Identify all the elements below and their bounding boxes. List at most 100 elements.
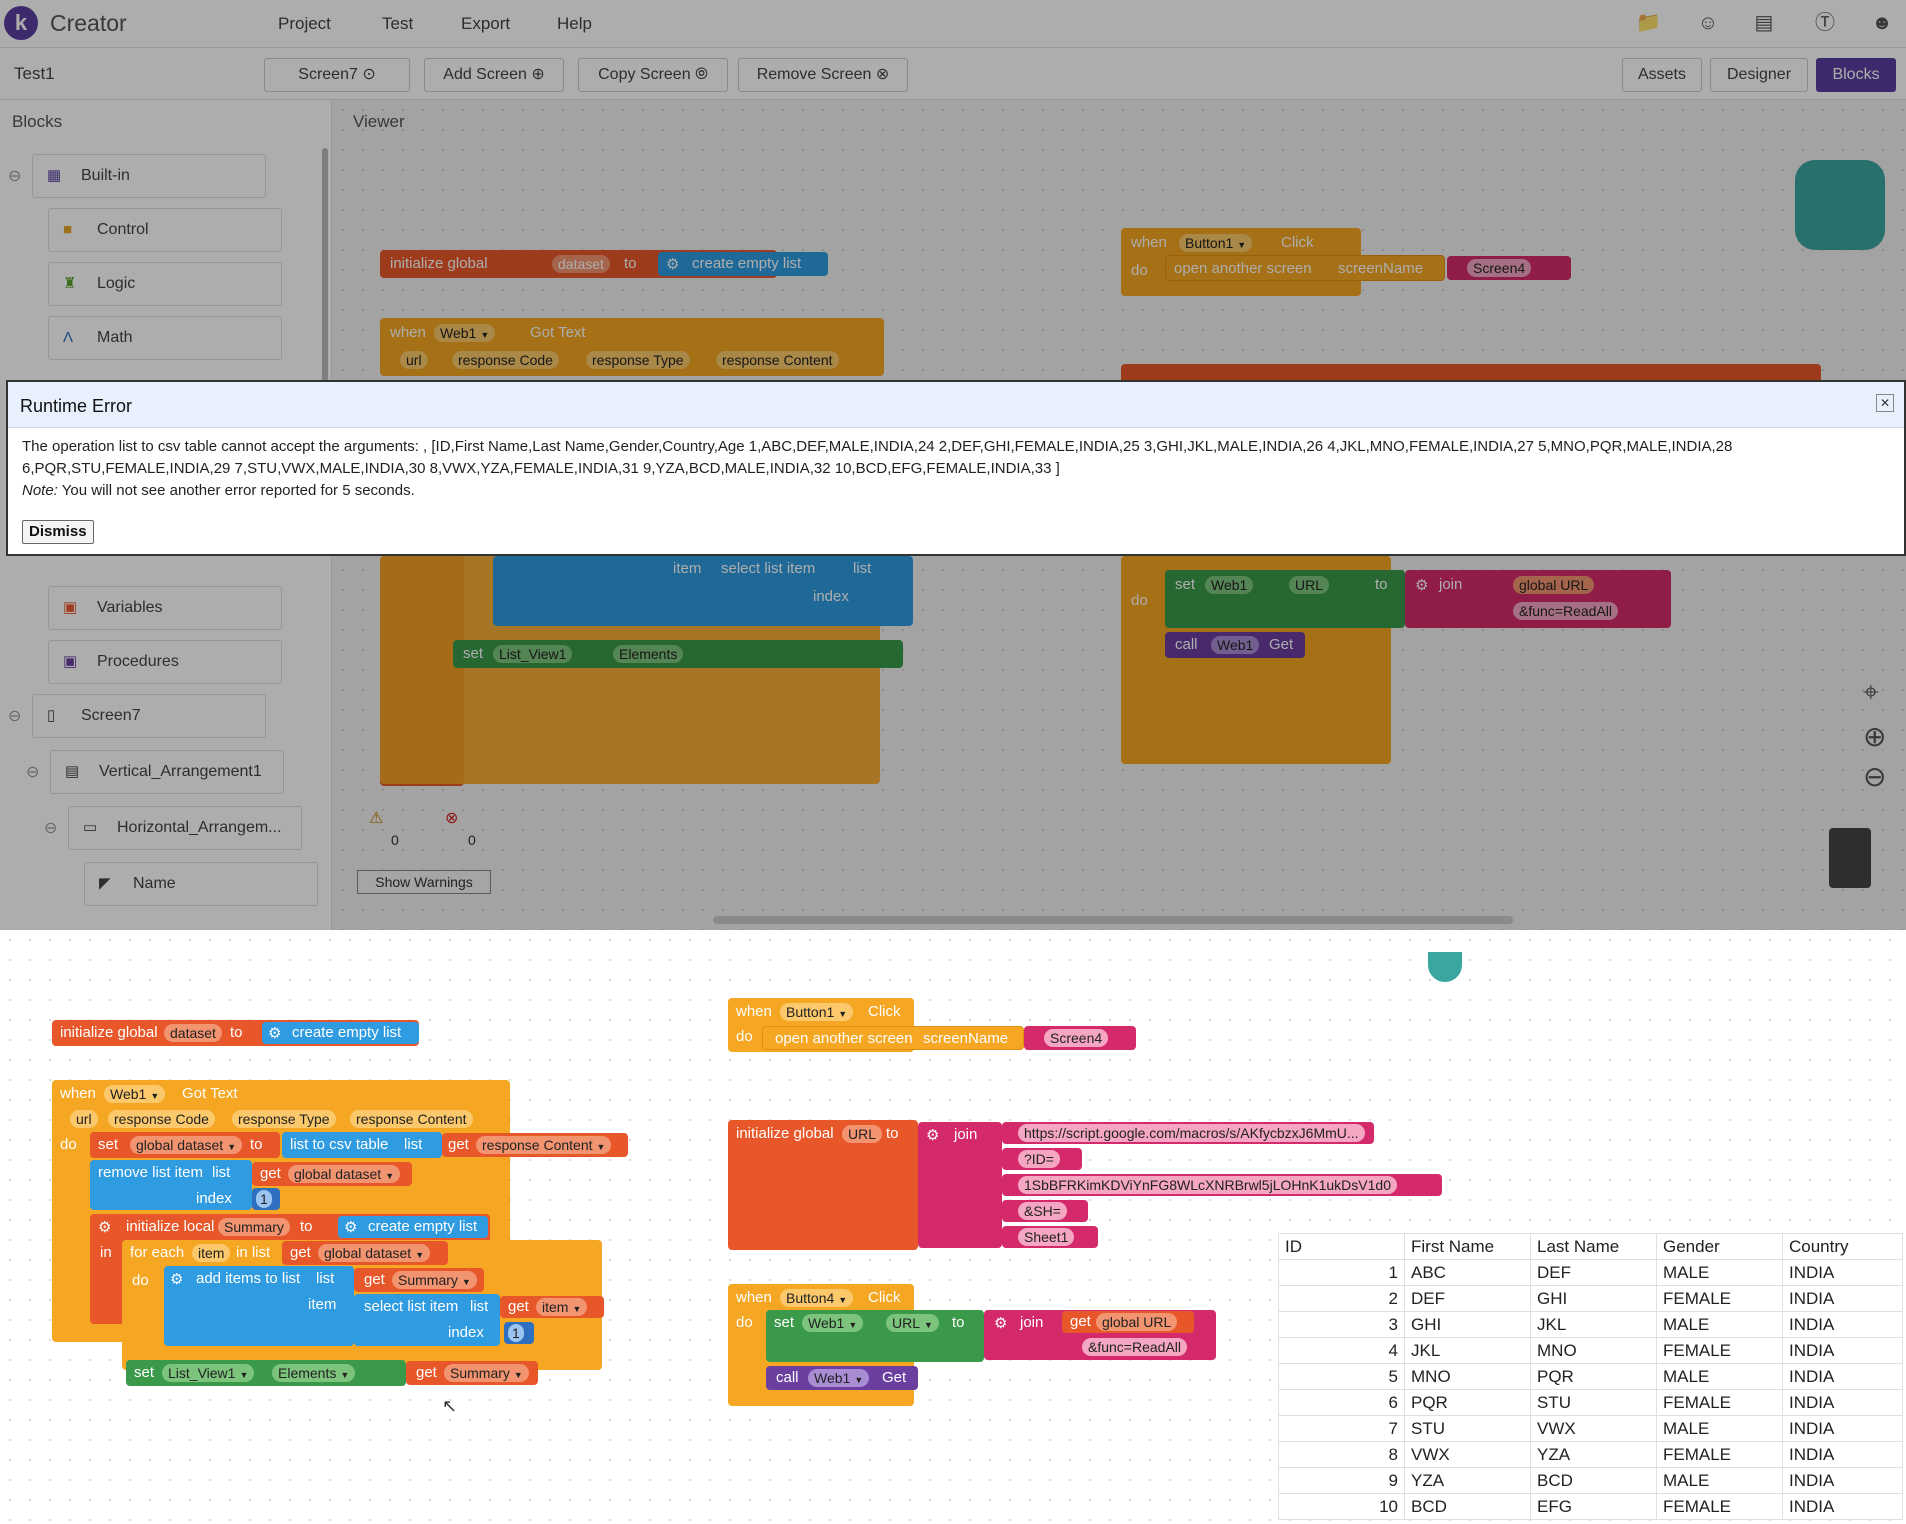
text-field[interactable]: &SH= xyxy=(1018,1202,1067,1220)
collapse-toggle[interactable]: ⊖ xyxy=(44,820,58,837)
panel-scrollbar[interactable] xyxy=(322,148,328,478)
close-icon[interactable]: ✕ xyxy=(1876,394,1894,412)
text-field[interactable]: 1SbBFRKimKDViYnFG8WLcXNRBrwl5jLOHnK1ukDs… xyxy=(1018,1176,1397,1194)
global-url-dropdown[interactable]: global URL xyxy=(1096,1313,1178,1331)
zoom-in-icon[interactable]: ⊕ xyxy=(1863,721,1887,752)
param-response-code[interactable]: response Code xyxy=(108,1110,215,1128)
url-part-block[interactable]: ?ID= xyxy=(1002,1148,1082,1170)
summary-field[interactable]: Summary xyxy=(218,1218,290,1236)
web1-dropdown[interactable]: Web1 ▼ xyxy=(434,324,496,342)
item-dropdown[interactable]: item ▼ xyxy=(536,1298,588,1316)
open-screen-block[interactable]: open another screen screenName xyxy=(1165,255,1445,281)
init-dataset-block[interactable]: initialize global dataset to ⚙ create emp… xyxy=(380,250,828,278)
url-dropdown[interactable]: URL ▼ xyxy=(886,1314,939,1332)
text-field[interactable]: Sheet1 xyxy=(1018,1228,1075,1246)
screen-select[interactable]: Screen7 ⊙ xyxy=(264,58,410,92)
button4-dropdown[interactable]: Button4 ▼ xyxy=(780,1289,854,1307)
tree-logic[interactable]: ♜ Logic xyxy=(48,262,282,306)
call-web1-get-block[interactable]: call Web1 Get xyxy=(1165,632,1305,658)
response-dropdown[interactable]: response Content ▼ xyxy=(476,1136,612,1154)
create-empty-list-block[interactable]: ⚙ create empty list xyxy=(658,252,828,276)
set-url-block[interactable]: set Web1 URL to xyxy=(1165,570,1405,628)
tree-procedures[interactable]: ▣ Procedures xyxy=(48,640,282,684)
web1-dropdown[interactable]: Web1 ▼ xyxy=(808,1369,870,1387)
designer-button[interactable]: Designer xyxy=(1710,58,1808,92)
param-response-type[interactable]: response Type xyxy=(586,351,690,369)
url-part-block[interactable]: Sheet1 xyxy=(1002,1226,1098,1248)
menu-project[interactable]: Project xyxy=(278,14,331,33)
join-block[interactable]: ⚙ join global URL &func=ReadAll xyxy=(1405,570,1671,628)
copy-screen-button[interactable]: Copy Screen ⦾ xyxy=(578,58,728,92)
text-field[interactable]: ?ID= xyxy=(1018,1150,1060,1168)
join-block[interactable]: ⚙ join get global URL &func=ReadAll xyxy=(984,1310,1216,1360)
summary-dropdown[interactable]: Summary ▼ xyxy=(392,1271,477,1289)
button1-dropdown[interactable]: Button1 ▼ xyxy=(780,1003,854,1021)
create-empty-list-block[interactable]: ⚙ create empty list xyxy=(262,1022,419,1044)
remove-screen-button[interactable]: Remove Screen ⊗ xyxy=(738,58,908,92)
number-block[interactable]: 1 xyxy=(504,1322,534,1344)
viewer-scrollbar[interactable] xyxy=(713,916,1513,924)
web1-dropdown[interactable]: Web1 xyxy=(1205,576,1254,594)
blocks-button[interactable]: Blocks xyxy=(1816,58,1896,92)
text-field[interactable]: &func=ReadAll xyxy=(1513,602,1619,620)
get-response-content-block[interactable]: get response Content ▼ xyxy=(442,1133,628,1157)
gear-icon[interactable]: ⚙ xyxy=(1415,577,1429,594)
param-url[interactable]: url xyxy=(400,351,428,369)
listview-dropdown[interactable]: List_View1 xyxy=(493,645,573,663)
set-dataset-block[interactable]: set global dataset ▼ to xyxy=(90,1132,280,1158)
backpack-icon[interactable] xyxy=(1795,160,1885,250)
account-icon[interactable]: ☻ xyxy=(1871,12,1893,34)
param-response-type[interactable]: response Type xyxy=(232,1110,336,1128)
get-summary-block[interactable]: get Summary ▼ xyxy=(354,1268,484,1292)
remove-list-item-block[interactable]: remove list item list index xyxy=(90,1160,252,1210)
screen4-text-block[interactable]: Screen4 xyxy=(1024,1026,1136,1050)
set-listview-block[interactable]: set List_View1 Elements xyxy=(453,640,903,668)
tree-control[interactable]: ■ Control xyxy=(48,208,282,252)
assets-button[interactable]: Assets xyxy=(1622,58,1702,92)
number-field[interactable]: 1 xyxy=(256,1190,272,1208)
tree-name[interactable]: ◤ Name xyxy=(84,862,318,906)
item-field[interactable]: item xyxy=(192,1244,231,1262)
param-response-content[interactable]: response Content xyxy=(350,1110,473,1128)
param-response-content[interactable]: response Content xyxy=(716,351,839,369)
collapse-toggle[interactable]: ⊖ xyxy=(26,764,40,781)
text-field[interactable]: Screen4 xyxy=(1044,1029,1109,1047)
param-url[interactable]: url xyxy=(70,1110,98,1128)
dataset-dropdown[interactable]: global dataset ▼ xyxy=(288,1165,401,1183)
call-web1-get-block[interactable]: call Web1 ▼ Get xyxy=(766,1366,918,1390)
block-field[interactable]: dataset xyxy=(164,1024,222,1042)
web1-dropdown[interactable]: Web1 xyxy=(1211,636,1260,654)
init-url-block[interactable]: initialize global URL to xyxy=(728,1120,918,1250)
open-screen-block[interactable]: open another screen screenName xyxy=(762,1026,1024,1050)
recenter-icon[interactable]: ⌖ xyxy=(1863,676,1879,707)
trash-icon[interactable] xyxy=(1829,828,1871,888)
url-part-block[interactable]: https://script.google.com/macros/s/AKfyc… xyxy=(1002,1122,1374,1144)
dataset-dropdown[interactable]: global dataset ▼ xyxy=(130,1136,243,1154)
create-empty-list-block[interactable]: ⚙ create empty list xyxy=(338,1216,488,1238)
add-items-partial[interactable]: item select list item list index xyxy=(493,556,913,626)
url-dropdown[interactable]: URL xyxy=(1289,576,1330,594)
listview-dropdown[interactable]: List_View1 ▼ xyxy=(162,1364,255,1382)
tree-vertical-arrangement[interactable]: ▤ Vertical_Arrangement1 xyxy=(50,750,284,794)
tree-built-in[interactable]: ▦ Built-in xyxy=(32,154,266,198)
get-global-url[interactable]: global URL xyxy=(1513,576,1595,594)
web1-dropdown[interactable]: Web1 ▼ xyxy=(104,1085,166,1103)
elements-dropdown[interactable]: Elements xyxy=(613,645,684,663)
web1-gottext-block[interactable]: when Web1 ▼ Got Text url response Code re… xyxy=(380,318,884,376)
number-field[interactable]: 1 xyxy=(508,1324,524,1342)
block-field[interactable]: dataset xyxy=(552,255,610,273)
url-part-block[interactable]: &SH= xyxy=(1002,1200,1088,1222)
dataset-dropdown[interactable]: global dataset ▼ xyxy=(318,1244,431,1262)
button1-dropdown[interactable]: Button1 ▼ xyxy=(1179,234,1253,252)
tree-variables[interactable]: ▣ Variables xyxy=(48,586,282,630)
number-block[interactable]: 1 xyxy=(252,1188,280,1210)
folder-icon[interactable]: 📁 xyxy=(1636,12,1661,34)
gear-icon[interactable]: ⚙ xyxy=(994,1315,1008,1332)
get-dataset-block[interactable]: get global dataset ▼ xyxy=(282,1241,448,1265)
menu-export[interactable]: Export xyxy=(461,14,511,33)
get-item-block[interactable]: get item ▼ xyxy=(500,1296,604,1318)
show-warnings-button[interactable]: Show Warnings xyxy=(357,870,491,894)
elements-dropdown[interactable]: Elements ▼ xyxy=(272,1364,356,1382)
select-list-item-block[interactable]: select list item list index xyxy=(354,1294,500,1346)
add-screen-button[interactable]: Add Screen ⊕ xyxy=(424,58,564,92)
